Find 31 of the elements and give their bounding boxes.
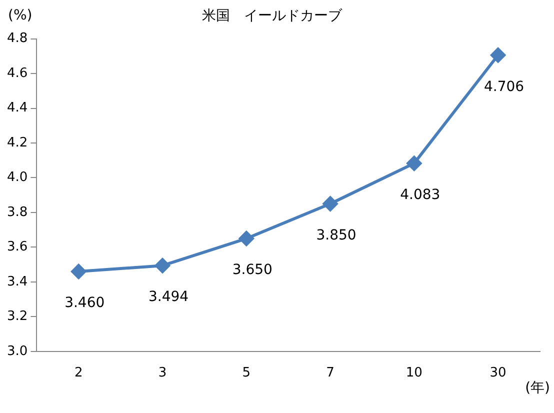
y-tick-label: 3.2 xyxy=(6,309,28,324)
y-tick-label: 3.0 xyxy=(6,344,28,359)
text: 3.650 xyxy=(232,262,272,278)
text: 4.706 xyxy=(484,78,524,95)
x-tick-label: 10 xyxy=(406,366,422,381)
point xyxy=(322,196,338,212)
y-tick-label: 3.4 xyxy=(6,274,28,290)
point xyxy=(71,264,86,280)
y-tick-label: 4.2 xyxy=(6,135,28,150)
y-tick-label: 4.8 xyxy=(6,31,28,46)
x-tick-label: 2 xyxy=(74,366,83,381)
chart-title: 米国 イールドカーブ xyxy=(202,8,343,24)
y-axis-title: (%) xyxy=(8,8,32,24)
y-tick-label: 3.6 xyxy=(6,240,28,255)
x-tick-label: 5 xyxy=(242,366,251,381)
point xyxy=(406,156,422,171)
y-tick-label: 4.6 xyxy=(6,66,28,81)
text: 3.494 xyxy=(148,289,189,306)
point xyxy=(490,48,506,63)
y-tick-label: 4.4 xyxy=(6,100,28,116)
text: 3.460 xyxy=(64,295,105,312)
y-tick-label: 3.8 xyxy=(6,204,28,220)
x-tick-label: 7 xyxy=(326,366,334,381)
x-tick-label: 30 xyxy=(490,366,506,381)
text: 3.850 xyxy=(316,227,356,244)
x-tick-label: 3 xyxy=(158,366,167,381)
y-tick-label: 4.0 xyxy=(6,170,28,186)
point xyxy=(155,258,170,274)
x-axis-title: (年) xyxy=(525,380,550,396)
point xyxy=(238,231,254,246)
text: 4.083 xyxy=(400,186,440,203)
